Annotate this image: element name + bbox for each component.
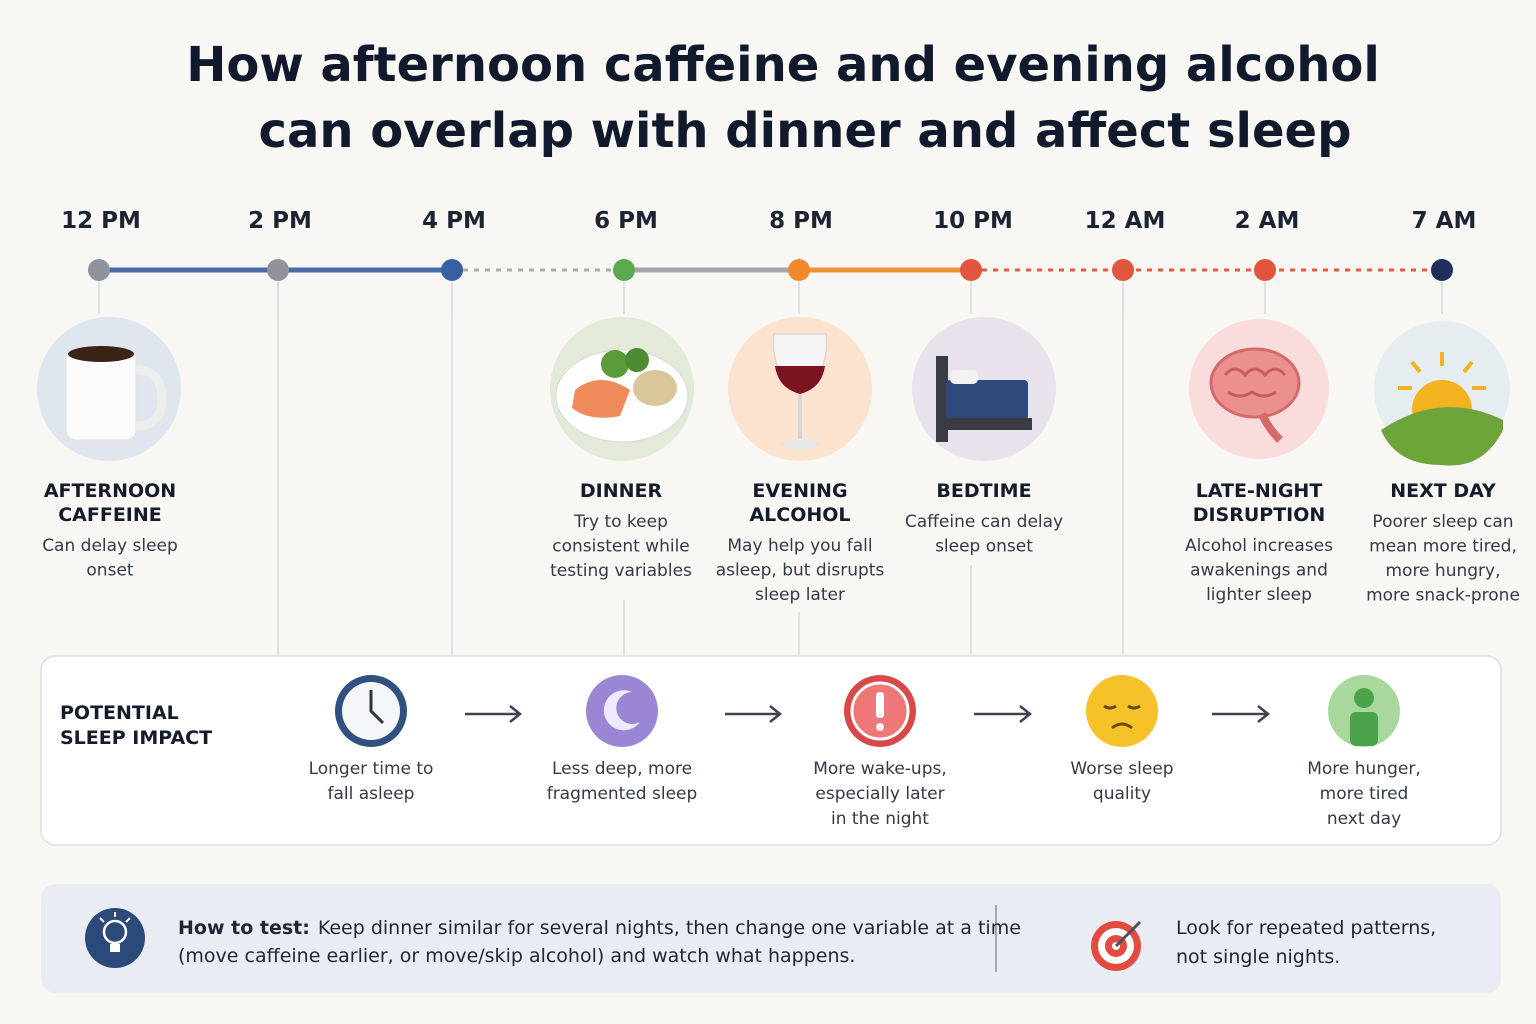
impact-text: fall asleep <box>328 784 415 804</box>
event-text: May help you fall <box>727 536 872 556</box>
event-title: DINNER <box>580 480 663 502</box>
event-text: sleep onset <box>935 537 1033 557</box>
timeline-dot <box>1112 259 1134 281</box>
event-text: lighter sleep <box>1206 585 1312 605</box>
impact-text: quality <box>1093 784 1151 804</box>
event-title: CAFFEINE <box>58 504 162 526</box>
connectors <box>98 282 1443 656</box>
event-text: mean more tired, <box>1369 537 1517 557</box>
timeline-dot <box>788 259 810 281</box>
icon-bed <box>912 317 1056 461</box>
arrows <box>465 705 1271 723</box>
timeline-dot <box>1254 259 1276 281</box>
impact-text: More hunger, <box>1307 759 1421 779</box>
timeline-dot <box>960 259 982 281</box>
timeline-dot <box>613 259 635 281</box>
event-text: Poorer sleep can <box>1372 512 1513 532</box>
icon-alert <box>844 675 916 747</box>
icon-coffee <box>37 317 181 461</box>
event-text: asleep, but disrupts <box>716 561 885 581</box>
time-label: 2 PM <box>248 208 312 234</box>
time-label: 4 PM <box>422 208 486 234</box>
event-title: NEXT DAY <box>1390 480 1496 502</box>
time-label: 12 PM <box>61 208 141 234</box>
title-line: can overlap with dinner and affect sleep <box>259 103 1352 159</box>
icon-brain <box>1189 319 1329 459</box>
timeline-dot <box>267 259 289 281</box>
impact-label: SLEEP IMPACT <box>60 727 212 749</box>
tip-text: Keep dinner similar for several nights, … <box>318 917 1021 939</box>
event-text: onset <box>86 561 133 581</box>
event-text: more hungry, <box>1385 561 1500 581</box>
icon-dinner <box>550 317 694 461</box>
tip-text: (move caffeine earlier, or move/skip alc… <box>178 945 855 967</box>
event-title: EVENING <box>752 480 847 502</box>
impact-text: Less deep, more <box>552 759 692 779</box>
title-line: How afternoon caffeine and evening alcoh… <box>186 37 1380 93</box>
icon-wine <box>728 317 872 461</box>
event-text: testing variables <box>550 561 692 581</box>
tip-line: How to test: Keep dinner similar for seve… <box>178 917 1021 939</box>
event-text: sleep later <box>755 585 845 605</box>
impact-text: especially later <box>815 784 944 804</box>
icon-face <box>1086 675 1158 747</box>
time-label: 6 PM <box>594 208 658 234</box>
timeline-dot <box>1431 259 1453 281</box>
impact-box <box>40 655 1502 846</box>
arrow <box>1212 705 1271 723</box>
impact-text: More wake-ups, <box>813 759 947 779</box>
event-title: BEDTIME <box>936 480 1031 502</box>
impact-text: next day <box>1327 809 1401 829</box>
tip-note: Look for repeated patterns, <box>1176 917 1436 939</box>
event-text: consistent while <box>552 537 690 557</box>
impact-text: Worse sleep <box>1070 759 1173 779</box>
event-text: Caffeine can delay <box>905 512 1063 532</box>
event-text: Alcohol increases <box>1185 536 1333 556</box>
impact-label: POTENTIAL <box>60 702 179 724</box>
icon-moon <box>586 675 658 747</box>
impact-text: fragmented sleep <box>547 784 698 804</box>
time-label: 12 AM <box>1085 208 1166 234</box>
tip-box <box>41 884 1501 993</box>
impact-text: more tired <box>1320 784 1409 804</box>
tip-lead: How to test: <box>178 917 310 939</box>
impact-text: Longer time to <box>309 759 434 779</box>
icon-person <box>1328 675 1400 747</box>
icon-target <box>1091 920 1142 971</box>
event-text: awakenings and <box>1190 561 1328 581</box>
time-label: 7 AM <box>1412 208 1477 234</box>
event-text: more snack-prone <box>1366 586 1520 606</box>
icon-clock <box>335 675 407 747</box>
event-title: ALCOHOL <box>749 504 850 526</box>
icon-bulb <box>85 908 145 968</box>
event-text: Try to keep <box>573 512 668 532</box>
icon-sun <box>1374 321 1510 466</box>
impact-text: in the night <box>831 809 929 829</box>
timeline-dot <box>441 259 463 281</box>
time-label: 10 PM <box>933 208 1013 234</box>
event-title: AFTERNOON <box>44 480 176 502</box>
event-title: LATE-NIGHT <box>1196 480 1323 502</box>
tip-note: not single nights. <box>1176 946 1340 968</box>
event-title: DISRUPTION <box>1193 504 1326 526</box>
time-label: 8 PM <box>769 208 833 234</box>
time-label: 2 AM <box>1235 208 1300 234</box>
arrow <box>725 705 783 723</box>
arrow <box>974 705 1033 723</box>
event-text: Can delay sleep <box>42 536 178 556</box>
timeline-dot <box>88 259 110 281</box>
arrow <box>465 705 523 723</box>
